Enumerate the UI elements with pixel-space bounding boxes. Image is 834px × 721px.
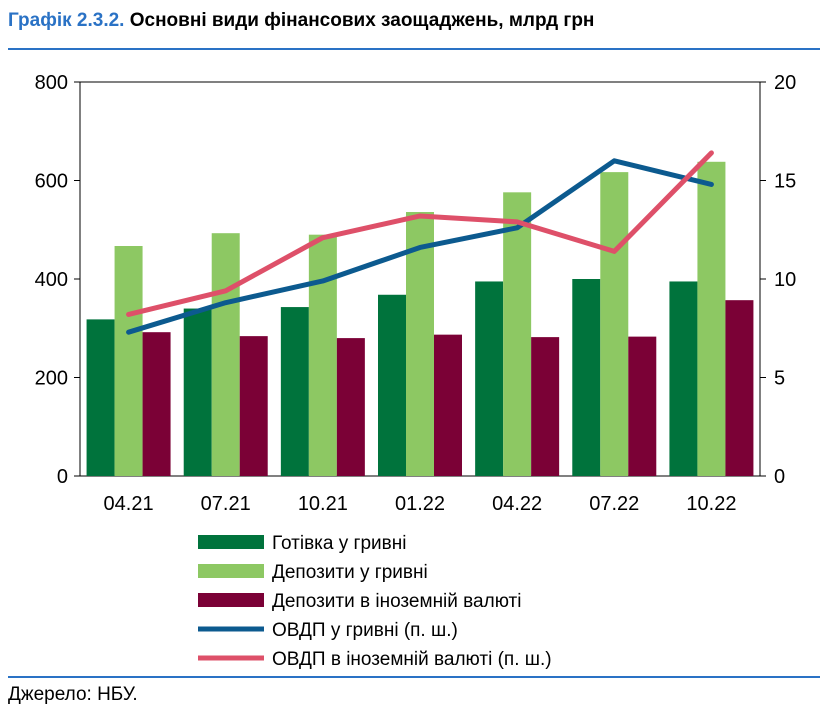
bar-1 xyxy=(378,294,406,476)
bar-1 xyxy=(475,281,504,476)
chart-title-text: Основні види фінансових заощаджень, млрд… xyxy=(129,10,595,31)
left-axis-tick-label: 400 xyxy=(35,269,68,291)
legend-label: Депозити в іноземній валюті xyxy=(272,591,521,612)
legend-label: ОВДП у гривні (п. ш.) xyxy=(272,620,458,641)
bar-1 xyxy=(669,281,698,476)
legend-swatch xyxy=(198,535,264,549)
bar-2 xyxy=(308,234,337,476)
bar-3 xyxy=(434,334,462,476)
bar-1 xyxy=(86,319,115,476)
left-axis-tick-label: 600 xyxy=(35,171,68,193)
chart-title: Графік 2.3.2. Основні види фінансових за… xyxy=(8,10,594,32)
bar-3 xyxy=(239,336,268,476)
x-axis-tick-label: 10.21 xyxy=(298,493,348,515)
savings-chart: 0 200 400 600 800 0 5 10 15 20 04.21 07.21 10.21 01.2… xyxy=(35,72,797,670)
x-axis-tick-label: 04.21 xyxy=(104,493,154,515)
legend-label: ОВДП в іноземній валюті (п. ш.) xyxy=(272,649,552,670)
left-axis-tick-label: 200 xyxy=(35,368,68,390)
line-series-1 xyxy=(126,158,714,335)
bar-1 xyxy=(183,308,212,476)
bar-2 xyxy=(211,233,240,476)
bar-3 xyxy=(336,338,365,476)
bar-2 xyxy=(697,161,726,476)
bar-3 xyxy=(725,300,754,476)
right-axis-tick-label: 15 xyxy=(774,171,796,193)
x-axis-tick-label: 10.22 xyxy=(686,493,736,515)
right-axis-tick-label: 5 xyxy=(774,368,785,390)
title-divider xyxy=(8,48,820,50)
bar-2 xyxy=(600,172,629,476)
right-axis-tick-label: 20 xyxy=(774,72,796,94)
source-note: Джерело: НБУ. xyxy=(8,684,138,705)
bar-2 xyxy=(406,212,434,476)
bar-1 xyxy=(572,279,601,476)
left-axis-tick-label: 800 xyxy=(35,72,68,94)
chart-number: Графік 2.3.2. xyxy=(8,10,125,31)
right-axis-tick-label: 0 xyxy=(774,466,785,488)
x-axis-tick-label: 04.22 xyxy=(492,493,542,515)
source-divider xyxy=(8,676,820,678)
left-axis-tick-label: 0 xyxy=(57,466,68,488)
legend-label: Готівка у гривні xyxy=(272,533,406,554)
bar-3 xyxy=(628,336,657,476)
bar-1 xyxy=(280,307,309,476)
right-axis-tick-label: 10 xyxy=(774,269,796,291)
line-series-2 xyxy=(126,150,714,317)
x-axis-tick-label: 07.21 xyxy=(201,493,251,515)
bar-3 xyxy=(142,332,171,476)
legend-label: Депозити у гривні xyxy=(272,562,428,583)
x-axis-tick-label: 07.22 xyxy=(589,493,639,515)
legend-swatch xyxy=(198,564,264,578)
legend-swatch xyxy=(198,593,264,607)
bar-2 xyxy=(503,192,532,476)
bar-2 xyxy=(114,246,143,476)
x-axis-tick-label: 01.22 xyxy=(395,493,445,515)
bar-3 xyxy=(531,337,560,476)
